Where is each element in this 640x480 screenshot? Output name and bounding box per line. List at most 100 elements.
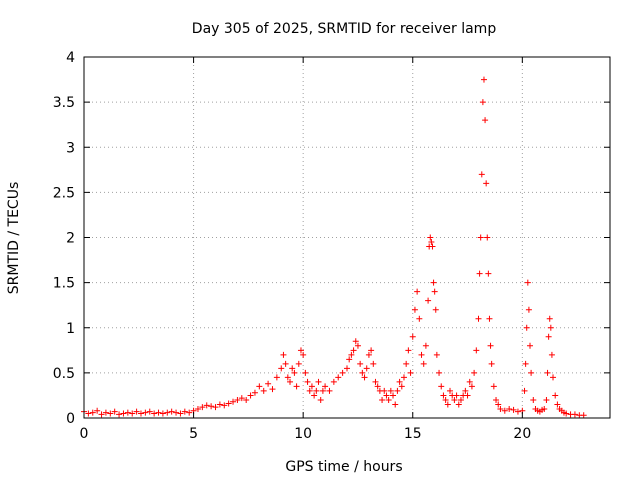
data-point [107,410,114,417]
x-tick-label: 20 [513,426,531,442]
data-point [181,408,188,415]
data-point [541,405,548,412]
data-point [374,383,381,390]
data-point [392,401,399,408]
data-point [159,410,166,417]
data-point [129,410,136,417]
data-point [284,374,291,381]
data-point [308,383,315,390]
data-point [451,396,458,403]
data-point [111,408,118,415]
data-point [420,360,427,367]
data-point [485,270,492,277]
data-point [300,351,307,358]
data-point [497,405,504,412]
data-point [547,324,554,331]
data-point [427,234,434,241]
data-point [315,378,322,385]
data-point [317,396,324,403]
grid-lines [84,57,610,418]
data-point [280,351,287,358]
data-point [352,338,359,345]
data-point [256,383,263,390]
data-point [293,383,300,390]
data-point [173,409,180,416]
data-point [194,405,201,412]
data-point [319,387,326,394]
data-point [363,365,370,372]
data-point [385,396,392,403]
data-point [142,409,149,416]
data-point [462,387,469,394]
data-point [482,117,489,124]
data-point [524,279,531,286]
data-point [528,369,535,376]
data-point [554,401,561,408]
data-point [368,347,375,354]
data-point [238,395,245,402]
data-point [155,409,162,416]
data-point [273,374,280,381]
data-points [81,76,587,419]
data-point [411,306,418,313]
data-point [289,365,296,372]
data-point [269,386,276,393]
data-point [455,401,462,408]
data-point [468,383,475,390]
y-tick-label: 4 [66,50,75,66]
data-point [265,380,272,387]
data-point [522,360,529,367]
data-point [146,408,153,415]
data-point [484,234,491,241]
data-point [379,396,386,403]
y-tick-label: 0 [66,411,75,427]
data-point [177,410,184,417]
data-point [137,410,144,417]
data-point [487,342,494,349]
x-axis-label: GPS time / hours [285,459,402,475]
data-point [89,409,96,416]
data-point [521,387,528,394]
data-point [506,405,513,412]
data-point [479,99,486,106]
data-point [490,383,497,390]
data-point [335,374,342,381]
data-point [164,409,171,416]
y-tick-label: 2 [66,231,75,247]
data-point [251,389,258,396]
data-point [302,369,309,376]
data-point [473,347,480,354]
data-point [544,369,551,376]
data-point [447,387,454,394]
x-tick-label: 10 [294,426,312,442]
data-point [230,398,237,405]
data-point [527,342,534,349]
data-point [85,410,92,417]
y-tick-label: 3 [66,140,75,156]
data-point [495,401,502,408]
data-point [120,410,127,417]
data-point [548,351,555,358]
data-point [563,410,570,417]
data-point [278,365,285,372]
y-tick-label: 0.5 [53,366,75,382]
data-point [552,392,559,399]
x-tick-label: 5 [189,426,198,442]
data-point [370,360,377,367]
data-point [414,288,421,295]
data-point [543,396,550,403]
data-point [396,378,403,385]
data-point [116,411,123,418]
data-point [418,351,425,358]
data-point [372,378,379,385]
chart-title: Day 305 of 2025, SRMTID for receiver lam… [192,21,497,37]
data-point [208,403,215,410]
data-point [580,412,587,419]
data-point [400,374,407,381]
data-point [354,342,361,349]
data-point [416,315,423,322]
data-point [523,324,530,331]
data-point [429,243,436,250]
y-tick-label: 1 [66,321,75,337]
data-point [409,333,416,340]
